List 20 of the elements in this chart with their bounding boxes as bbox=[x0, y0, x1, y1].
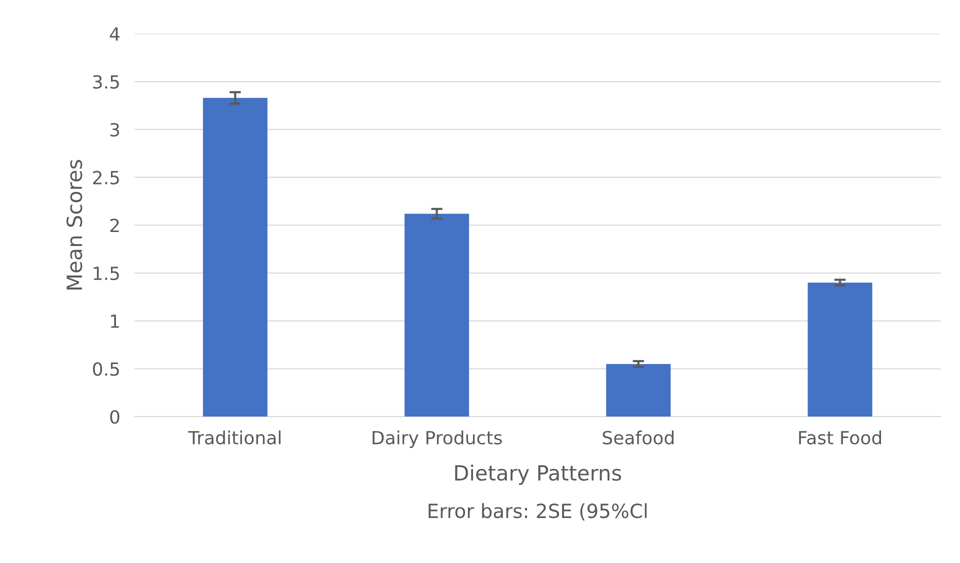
y-tick-label: 4 bbox=[110, 27, 120, 41]
x-tick-label: Dairy Products bbox=[372, 430, 502, 448]
y-tick-label: 1 bbox=[111, 314, 119, 328]
y-tick-label: 3 bbox=[110, 122, 120, 137]
bar bbox=[606, 364, 671, 417]
x-tick-label: Fast Food bbox=[799, 430, 882, 444]
y-tick-label: 2 bbox=[110, 218, 119, 232]
x-tick-label: Seafood bbox=[602, 430, 674, 444]
bar bbox=[202, 98, 268, 417]
y-tick-label: 2.5 bbox=[93, 170, 119, 184]
bar bbox=[404, 214, 470, 417]
y-tick-label: 1.5 bbox=[94, 266, 119, 280]
y-tick-label: 0.5 bbox=[92, 362, 119, 376]
bar bbox=[808, 282, 872, 417]
x-axis-title: Dietary Patterns bbox=[455, 464, 622, 485]
y-tick-label: 3.5 bbox=[93, 75, 119, 89]
x-tick-label: Traditional bbox=[188, 430, 281, 444]
y-tick-label: 0 bbox=[110, 410, 120, 424]
y-axis-title: Mean Scores bbox=[66, 160, 82, 290]
text: Error bars: 2SE (95%Cl bbox=[428, 503, 647, 521]
